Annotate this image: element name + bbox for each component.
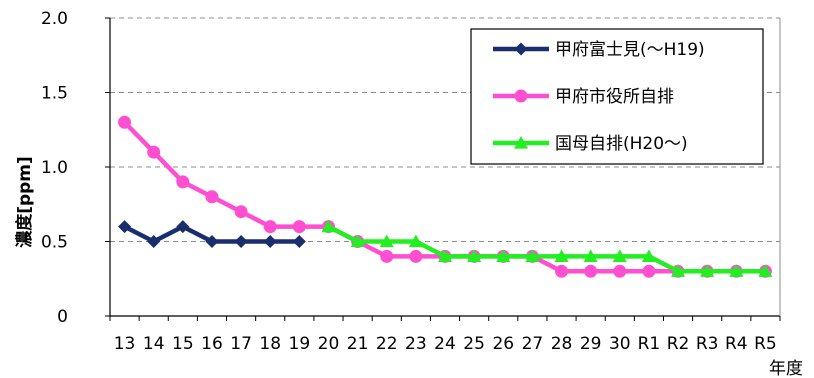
y-tick-label: 1.0 <box>41 158 68 178</box>
x-tick-label: 22 <box>376 334 398 354</box>
x-tick-label: R2 <box>667 334 690 354</box>
data-point <box>641 249 656 262</box>
data-point <box>205 190 219 204</box>
data-point <box>583 249 598 262</box>
data-point <box>118 115 132 129</box>
y-tick-label: 0 <box>57 307 68 327</box>
x-tick-label: 21 <box>347 334 369 354</box>
data-point <box>176 175 190 189</box>
legend-item: 国母自排(H20〜) <box>493 134 688 154</box>
axes <box>105 17 781 321</box>
gridlines <box>110 17 780 242</box>
x-tick-label: 26 <box>492 334 514 354</box>
x-tick-label: 16 <box>201 334 223 354</box>
data-point <box>263 235 277 248</box>
data-point <box>350 234 365 248</box>
x-tick-label: 20 <box>318 334 340 354</box>
x-tick-label: 24 <box>434 334 456 354</box>
legend-label: 甲府市役所自排 <box>555 87 674 107</box>
data-point <box>642 264 656 278</box>
x-tick-label: R1 <box>638 334 661 354</box>
x-tick-label: 14 <box>143 334 165 354</box>
data-point <box>467 249 482 262</box>
series <box>118 115 773 278</box>
legend-swatch-marker <box>514 89 528 103</box>
x-tick-label: 13 <box>114 334 136 354</box>
x-axis-title: 年度 <box>769 359 803 378</box>
data-point <box>758 264 773 277</box>
data-point <box>729 264 744 277</box>
x-tick-label: R3 <box>696 334 719 354</box>
data-point <box>612 249 627 262</box>
x-tick-label: 25 <box>463 334 485 354</box>
legend-item: 甲府市役所自排 <box>493 87 674 107</box>
series-3 <box>321 219 773 277</box>
series-line <box>327 224 766 274</box>
data-point <box>409 249 423 263</box>
x-tick-label: 30 <box>609 334 631 354</box>
data-point <box>176 220 190 234</box>
data-point <box>118 220 132 234</box>
data-point <box>321 219 336 233</box>
data-point <box>292 220 306 234</box>
legend-item: 甲府富士見(〜H19) <box>493 40 705 60</box>
x-tick-label: R4 <box>725 334 748 354</box>
data-point <box>584 264 598 278</box>
x-tick-label: 15 <box>172 334 194 354</box>
x-tick-label: 23 <box>405 334 427 354</box>
data-point <box>525 249 540 262</box>
data-point <box>147 145 161 159</box>
legend-label: 甲府富士見(〜H19) <box>555 40 705 60</box>
x-tick-label: 18 <box>259 334 281 354</box>
legend-label: 国母自排(H20〜) <box>555 134 688 154</box>
data-point <box>379 234 394 248</box>
legend-swatch-marker <box>514 42 528 56</box>
y-tick-label: 2.0 <box>41 9 68 29</box>
y-tick-label: 1.5 <box>41 84 68 104</box>
series-1 <box>118 220 306 248</box>
x-tick-label: 17 <box>230 334 252 354</box>
data-point <box>554 249 569 262</box>
y-tick-labels: 0 0.5 1.0 1.5 2.0 <box>41 9 68 327</box>
x-tick-label: R5 <box>754 334 777 354</box>
data-point <box>438 249 452 262</box>
legend-swatch-marker <box>514 136 528 149</box>
y-axis-title: 濃度[ppm] <box>14 156 35 248</box>
data-point <box>555 264 569 278</box>
data-point <box>205 235 219 248</box>
data-point <box>613 264 627 278</box>
data-point <box>496 249 511 262</box>
y-tick-label: 0.5 <box>41 233 68 253</box>
data-point <box>380 249 394 263</box>
data-point <box>234 205 248 219</box>
x-tick-label: 29 <box>580 334 602 354</box>
x-tick-label: 27 <box>522 334 544 354</box>
x-tick-labels: 13 14 15 16 17 18 19 20 21 22 23 24 25 26 27 28 29 30 R1 R2… <box>114 334 777 354</box>
x-tick-label: 28 <box>551 334 573 354</box>
data-point <box>263 220 277 234</box>
x-tick-label: 19 <box>289 334 311 354</box>
data-point <box>408 234 423 248</box>
data-point <box>700 264 715 277</box>
data-point <box>147 235 161 248</box>
data-point <box>234 235 248 248</box>
data-point <box>671 264 686 277</box>
data-point <box>292 235 306 248</box>
